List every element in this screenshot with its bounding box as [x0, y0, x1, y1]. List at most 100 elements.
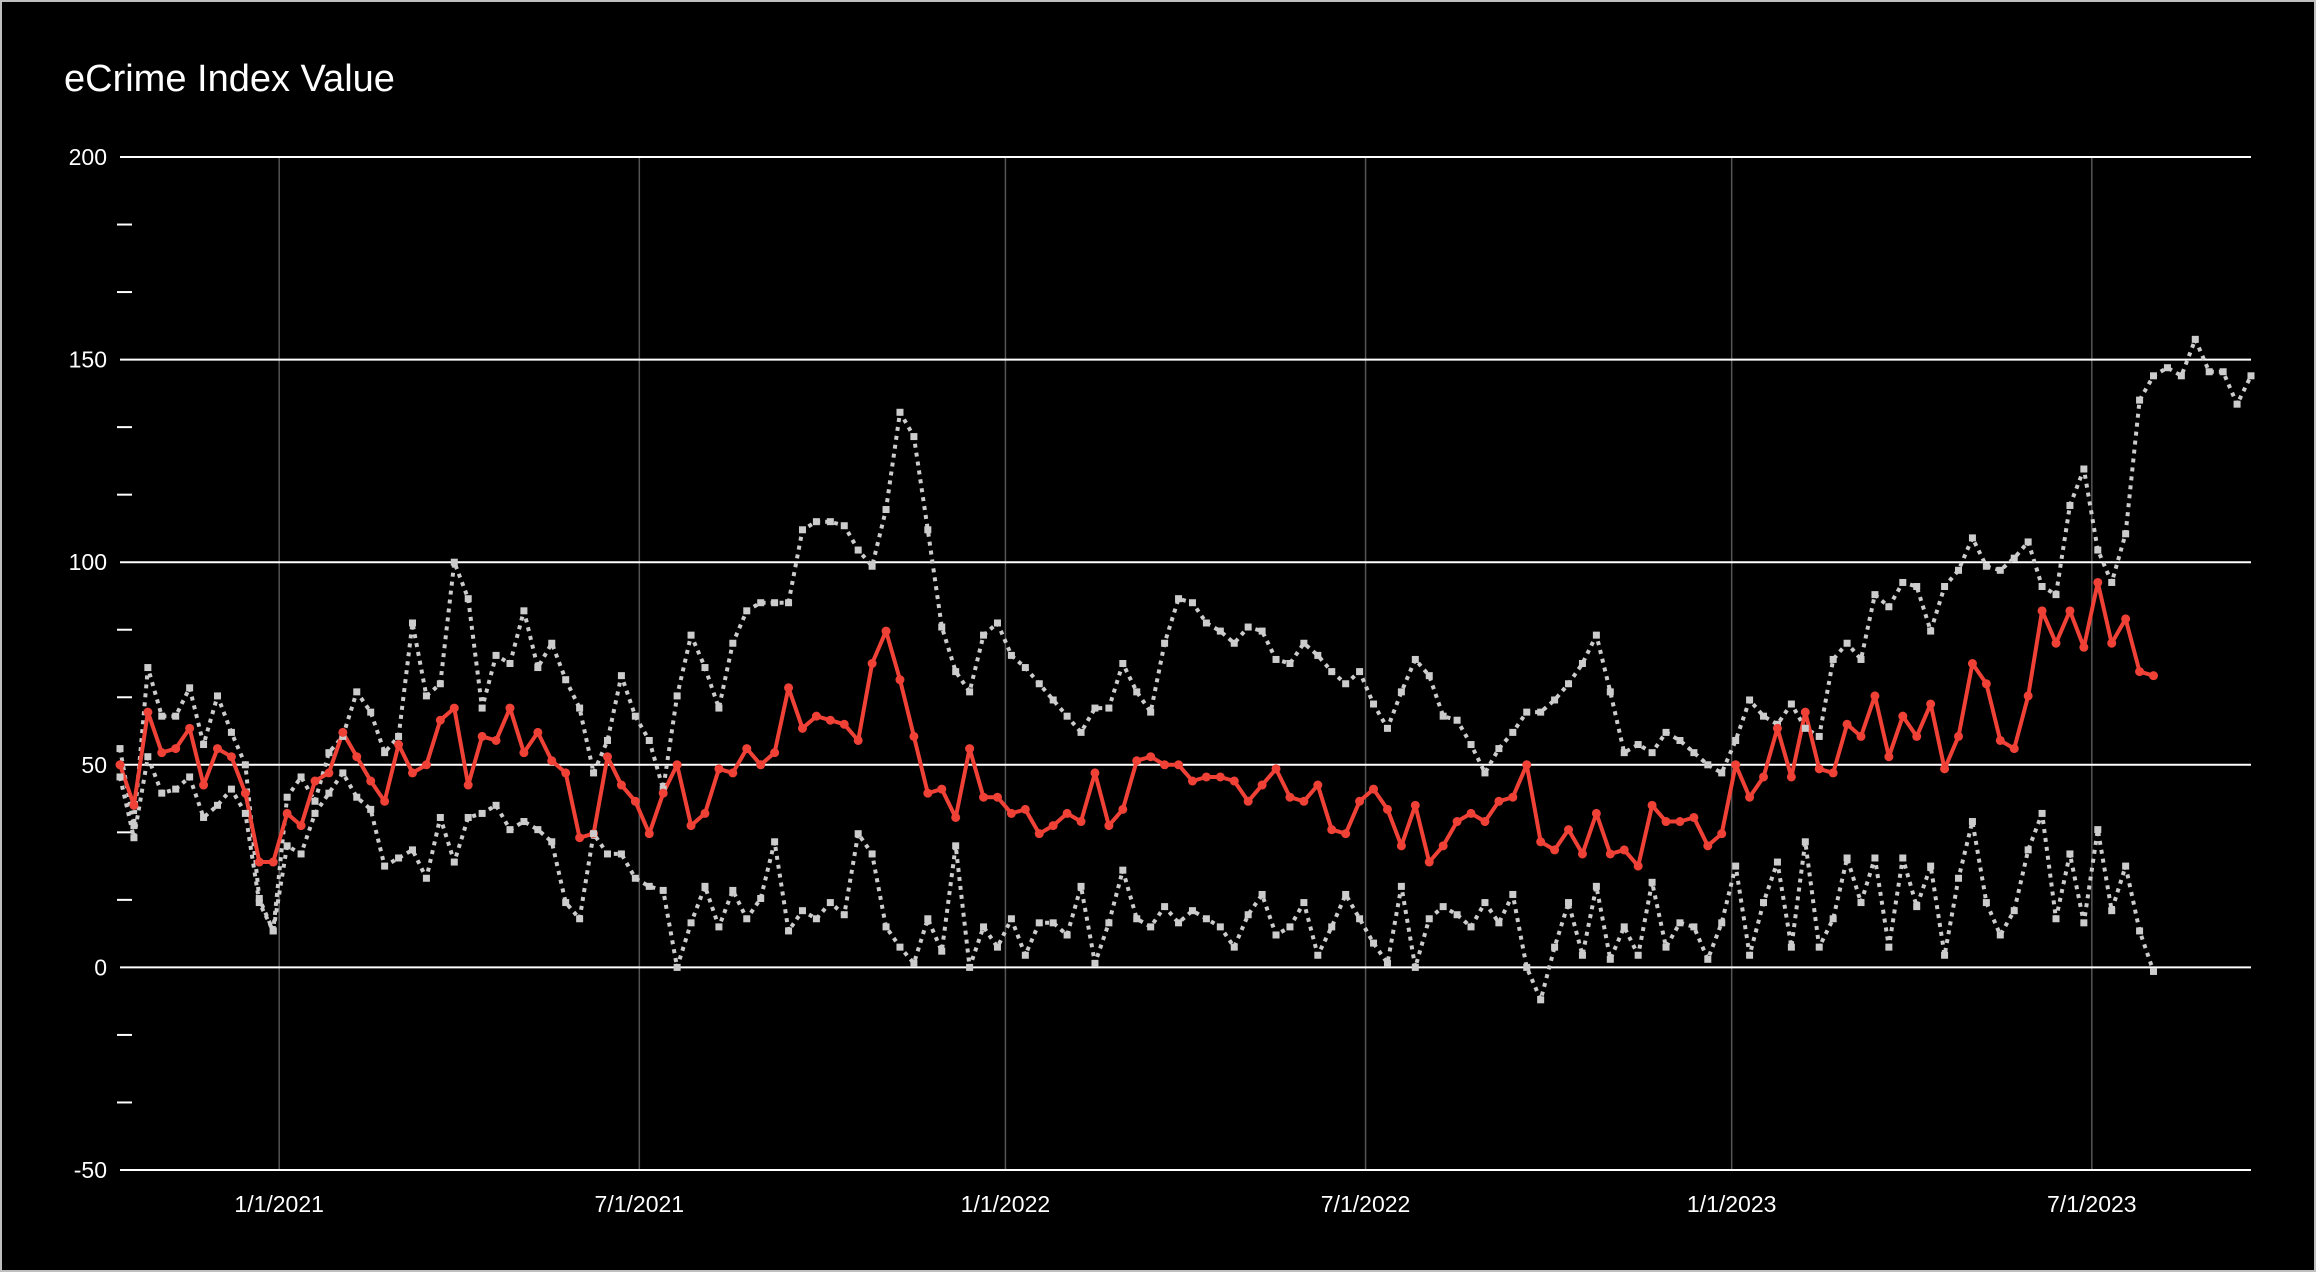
data-point-upper-bound	[1634, 741, 1642, 749]
data-point-upper-bound	[213, 692, 221, 700]
data-point-ecrime-index	[547, 756, 557, 766]
data-point-lower-bound	[2052, 915, 2060, 923]
data-point-lower-bound	[1927, 862, 1935, 870]
data-point-ecrime-index	[505, 703, 515, 713]
data-point-upper-bound	[130, 822, 138, 830]
data-point-lower-bound	[1885, 943, 1893, 951]
data-point-ecrime-index	[338, 727, 348, 737]
data-point-upper-bound	[868, 562, 876, 570]
data-point-upper-bound	[966, 688, 974, 696]
data-point-lower-bound	[158, 789, 166, 797]
data-point-ecrime-index	[324, 768, 334, 778]
data-point-ecrime-index	[672, 760, 682, 770]
data-point-ecrime-index	[797, 723, 807, 733]
data-point-lower-bound	[1704, 955, 1712, 963]
data-point-ecrime-index	[728, 768, 738, 778]
data-point-lower-bound	[1899, 854, 1907, 862]
data-point-ecrime-index	[1675, 817, 1685, 827]
data-point-lower-bound	[1481, 899, 1489, 907]
data-point-ecrime-index	[380, 796, 390, 806]
data-point-ecrime-index	[616, 780, 626, 790]
data-point-ecrime-index	[1995, 735, 2005, 745]
data-point-upper-bound	[144, 664, 152, 672]
data-point-upper-bound	[1481, 769, 1489, 777]
data-point-lower-bound	[966, 963, 974, 971]
data-point-ecrime-index	[951, 812, 961, 822]
data-point-upper-bound	[1787, 700, 1795, 708]
data-point-ecrime-index	[366, 776, 376, 786]
data-point-ecrime-index	[1591, 808, 1601, 818]
data-point-ecrime-index	[1954, 731, 1964, 741]
data-point-lower-bound	[1843, 854, 1851, 862]
y-tick-label: -50	[74, 1157, 107, 1183]
data-point-lower-bound	[1063, 931, 1071, 939]
data-point-upper-bound	[757, 599, 765, 607]
data-point-lower-bound	[1147, 923, 1155, 931]
data-point-upper-bound	[1676, 736, 1684, 744]
data-point-upper-bound	[1913, 583, 1921, 591]
data-point-ecrime-index	[1605, 849, 1615, 859]
data-point-lower-bound	[715, 923, 723, 931]
data-point-lower-bound	[381, 862, 389, 870]
x-tick-label: 1/1/2022	[961, 1191, 1051, 1217]
data-point-ecrime-index	[463, 780, 473, 790]
data-point-upper-bound	[2122, 530, 2130, 538]
data-point-ecrime-index	[1438, 841, 1448, 851]
data-point-ecrime-index	[1424, 857, 1434, 867]
data-point-ecrime-index	[477, 731, 487, 741]
data-point-lower-bound	[1634, 951, 1642, 959]
data-point-lower-bound	[241, 809, 249, 817]
data-point-upper-bound	[506, 660, 514, 667]
data-point-lower-bound	[2136, 927, 2144, 935]
data-point-lower-bound	[1021, 951, 1029, 959]
data-point-lower-bound	[1996, 931, 2004, 939]
data-point-lower-bound	[1300, 899, 1308, 907]
data-point-lower-bound	[1230, 943, 1238, 951]
data-point-lower-bound	[1175, 919, 1183, 927]
data-point-lower-bound	[1955, 874, 1963, 882]
data-point-lower-bound	[1105, 919, 1113, 927]
series-line-upper-bound	[118, 337, 2253, 933]
data-point-ecrime-index	[1981, 679, 1991, 689]
data-point-lower-bound	[1857, 899, 1865, 907]
data-point-ecrime-index	[1661, 817, 1671, 827]
y-tick-label: 0	[94, 954, 107, 980]
data-point-ecrime-index	[853, 735, 863, 745]
data-point-upper-bound	[1690, 749, 1698, 757]
data-point-upper-bound	[1091, 704, 1099, 712]
data-point-lower-bound	[1119, 866, 1127, 874]
data-point-ecrime-index	[1076, 817, 1086, 827]
data-point-ecrime-index	[1146, 752, 1156, 762]
data-point-ecrime-index	[1090, 768, 1100, 778]
data-point-upper-bound	[2205, 368, 2213, 376]
data-point-lower-bound	[2024, 846, 2032, 854]
data-point-lower-bound	[367, 805, 375, 813]
data-point-ecrime-index	[825, 715, 835, 725]
data-point-upper-bound	[2066, 501, 2074, 509]
data-point-upper-bound	[1704, 761, 1712, 769]
data-point-lower-bound	[1495, 919, 1503, 927]
data-point-lower-bound	[896, 943, 904, 951]
data-point-upper-bound	[2219, 368, 2227, 376]
data-point-lower-bound	[1342, 890, 1350, 898]
data-point-ecrime-index	[435, 715, 445, 725]
data-point-ecrime-index	[561, 768, 571, 778]
data-point-upper-bound	[1857, 655, 1865, 663]
data-point-ecrime-index	[491, 735, 501, 745]
data-point-lower-bound	[980, 923, 988, 931]
x-tick-label: 1/1/2021	[234, 1191, 324, 1217]
data-point-lower-bound	[1035, 919, 1043, 927]
data-point-upper-bound	[1397, 688, 1405, 696]
data-point-ecrime-index	[937, 784, 947, 794]
data-point-ecrime-index	[658, 788, 668, 798]
data-point-lower-bound	[1383, 959, 1391, 967]
data-point-ecrime-index	[352, 752, 362, 762]
data-point-lower-bound	[1662, 943, 1670, 951]
data-point-lower-bound	[729, 886, 737, 894]
x-tick-label: 1/1/2023	[1687, 1191, 1777, 1217]
data-point-ecrime-index	[1759, 772, 1769, 782]
data-point-lower-bound	[1314, 951, 1322, 959]
data-point-lower-bound	[1773, 858, 1781, 866]
data-point-ecrime-index	[1647, 800, 1657, 810]
